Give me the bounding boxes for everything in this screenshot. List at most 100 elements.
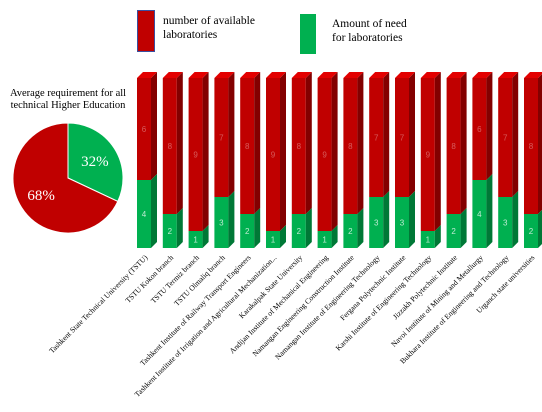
category-label-0: Tashkent State Technical University (TST… — [47, 253, 149, 355]
bar-need-13 — [472, 174, 493, 248]
data-label-available-6: 8 — [297, 142, 302, 151]
data-label-need-5: 1 — [271, 236, 276, 245]
bar-available-6-top — [291, 72, 312, 78]
pie-slice-available — [12, 122, 119, 234]
bar-available-11 — [420, 72, 441, 231]
bar-available-14-front — [498, 78, 513, 197]
bar-available-12-side — [460, 72, 467, 214]
bar-available-15 — [524, 72, 542, 214]
bar-need-8 — [343, 208, 364, 248]
data-label-need-4: 2 — [245, 227, 250, 236]
pie-label-need: 32% — [81, 154, 109, 170]
bar-need-5-front — [266, 231, 280, 248]
bar-need-12-front — [446, 214, 461, 248]
bar-available-7 — [317, 72, 338, 231]
bar-available-3-side — [228, 72, 235, 197]
bar-need-13-front — [472, 180, 487, 248]
data-label-available-14: 7 — [503, 134, 508, 143]
bar-available-15-top — [524, 72, 542, 78]
bar-available-13-side — [486, 72, 493, 180]
bar-need-0-front — [137, 180, 151, 248]
data-label-available-7: 9 — [322, 151, 327, 160]
legend-label-available: number of available laboratories — [163, 15, 255, 41]
data-label-available-4: 8 — [245, 142, 250, 151]
data-label-need-8: 2 — [348, 227, 353, 236]
bar-available-8 — [343, 72, 364, 214]
bar-available-3 — [214, 72, 235, 197]
bar-need-11-side — [434, 225, 441, 248]
bar-available-11-side — [434, 72, 441, 231]
data-label-need-3: 3 — [219, 219, 224, 228]
data-label-available-2: 9 — [193, 151, 198, 160]
data-label-need-13: 4 — [477, 210, 482, 219]
bar-available-8-front — [343, 78, 358, 214]
bar-available-14 — [498, 72, 519, 197]
bar-need-7 — [317, 225, 338, 248]
data-label-need-11: 1 — [426, 236, 431, 245]
bar-available-2-top — [188, 72, 209, 78]
bar-need-7-front — [317, 231, 332, 248]
bar-available-1-front — [162, 78, 177, 214]
bar-available-5-top — [266, 72, 286, 78]
bar-available-9 — [369, 72, 390, 197]
bar-need-10 — [395, 191, 415, 248]
bar-available-12-top — [446, 72, 467, 78]
bar-need-8-front — [343, 214, 358, 248]
data-label-available-11: 9 — [426, 151, 431, 160]
bar-available-7-side — [331, 72, 338, 231]
legend-swatch-available — [137, 10, 155, 52]
bar-need-15 — [524, 210, 542, 248]
pie-slice-need — [67, 122, 124, 203]
bar-available-14-top — [498, 72, 519, 78]
bar-need-2 — [188, 225, 209, 248]
bar-need-2-front — [188, 231, 203, 248]
bar-need-6 — [291, 208, 312, 248]
bar-available-0 — [137, 72, 157, 180]
bar-need-3-front — [214, 197, 229, 248]
chart-legend: number of available laboratories Amount … — [0, 0, 542, 60]
data-label-need-15: 2 — [529, 227, 534, 236]
bar-available-3-front — [214, 78, 229, 197]
bar-available-6 — [291, 72, 312, 214]
data-label-need-6: 2 — [297, 227, 302, 236]
data-label-need-7: 1 — [322, 236, 327, 245]
bar-available-5-side — [280, 72, 286, 231]
bar-need-1-side — [176, 208, 183, 248]
data-label-available-8: 8 — [348, 142, 353, 151]
bar-need-15-front — [524, 214, 538, 248]
bar-need-6-front — [291, 214, 306, 248]
data-label-available-0: 6 — [142, 125, 147, 134]
bar-available-5-front — [266, 78, 280, 231]
bar-available-6-front — [291, 78, 306, 214]
bar-need-14-side — [512, 191, 519, 248]
bar-need-8-side — [357, 208, 364, 248]
bar-available-10-front — [395, 78, 409, 197]
bar-available-7-front — [317, 78, 332, 231]
data-label-available-15: 8 — [529, 142, 534, 151]
data-label-need-1: 2 — [168, 227, 173, 236]
pie-chart-title: Average requirement for all technical Hi… — [9, 88, 127, 111]
pie-label-available: 68% — [27, 188, 55, 204]
bar-available-4-top — [240, 72, 261, 78]
data-label-available-10: 7 — [400, 134, 405, 143]
bar-available-0-top — [137, 72, 157, 78]
bar-available-0-side — [151, 72, 157, 180]
pie-chart: 32% 68% — [12, 122, 124, 234]
bar-available-13-top — [472, 72, 493, 78]
data-label-need-10: 3 — [400, 219, 405, 228]
bar-available-13-front — [472, 78, 487, 180]
bar-available-10 — [395, 72, 415, 197]
bar-available-4-side — [254, 72, 261, 214]
data-label-available-1: 8 — [168, 142, 173, 151]
bar-need-15-side — [538, 210, 542, 248]
bar-available-15-side — [538, 74, 542, 214]
bar-available-2 — [188, 72, 209, 231]
bar-available-8-side — [357, 72, 364, 214]
bar-available-2-front — [188, 78, 203, 231]
bar-need-12-side — [460, 208, 467, 248]
bar-available-4-front — [240, 78, 255, 214]
bar-need-14 — [498, 191, 519, 248]
bar-need-6-side — [305, 208, 312, 248]
bar-available-11-front — [420, 78, 435, 231]
bar-need-10-side — [409, 191, 415, 248]
